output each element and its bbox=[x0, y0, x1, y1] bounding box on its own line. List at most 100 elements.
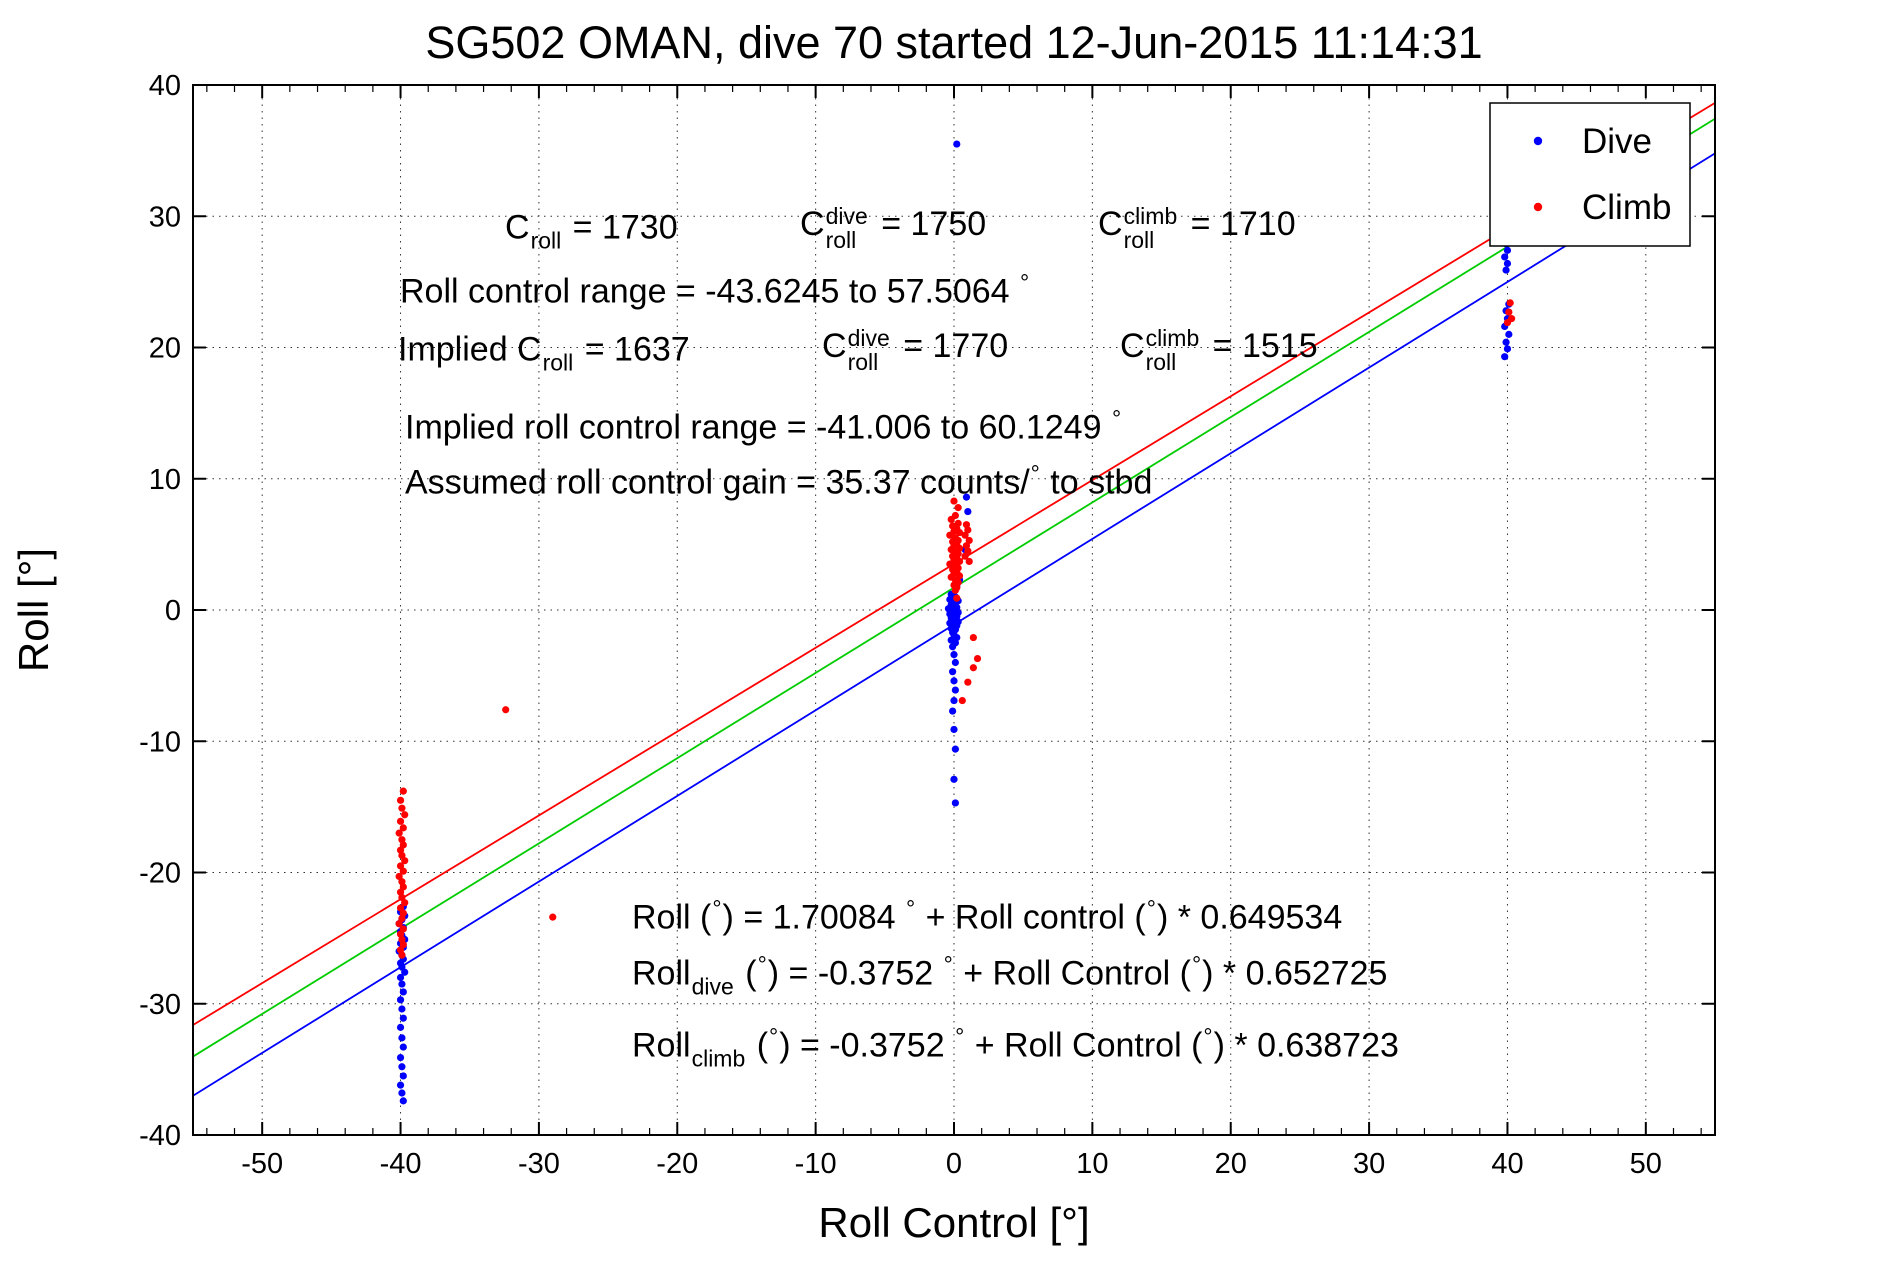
data-point bbox=[1501, 253, 1509, 261]
data-point bbox=[398, 1063, 406, 1071]
data-point bbox=[958, 696, 966, 705]
y-tick-label: -30 bbox=[139, 989, 181, 1021]
data-point bbox=[396, 996, 405, 1004]
climb-points bbox=[395, 299, 1516, 959]
x-tick-labels: -50 -40 -30 -20 -10 0 10 20 30 40 50 bbox=[241, 1148, 1662, 1180]
x-tick-label: -20 bbox=[656, 1148, 698, 1180]
dive-marker-icon bbox=[1533, 136, 1543, 146]
data-point bbox=[951, 511, 959, 520]
data-point bbox=[950, 696, 958, 705]
y-tick-label: 40 bbox=[149, 70, 181, 102]
chart-title: SG502 OMAN, dive 70 started 12-Jun-2015 … bbox=[425, 17, 1482, 68]
data-point bbox=[399, 1072, 407, 1080]
x-tick-label: 0 bbox=[946, 1148, 962, 1180]
legend-label-climb: Climb bbox=[1582, 188, 1671, 227]
data-point bbox=[949, 668, 957, 676]
data-point bbox=[398, 980, 406, 988]
data-point bbox=[955, 528, 964, 537]
data-point bbox=[549, 913, 557, 921]
data-point bbox=[399, 1014, 407, 1022]
data-point bbox=[949, 643, 957, 651]
data-point bbox=[961, 531, 969, 539]
data-point bbox=[953, 140, 961, 148]
data-point bbox=[398, 951, 406, 959]
data-point bbox=[399, 1043, 407, 1051]
data-point bbox=[398, 804, 406, 812]
data-point bbox=[401, 857, 409, 865]
data-point bbox=[1503, 246, 1512, 254]
data-point bbox=[395, 920, 403, 928]
minor-ticks bbox=[206, 85, 1702, 1135]
data-point bbox=[950, 677, 958, 685]
data-point bbox=[950, 651, 958, 659]
legend: Dive Climb bbox=[1489, 102, 1691, 247]
data-point bbox=[398, 1005, 406, 1013]
data-point bbox=[398, 1034, 406, 1042]
data-point bbox=[1501, 353, 1509, 361]
legend-label-dive: Dive bbox=[1582, 122, 1652, 161]
data-point bbox=[964, 507, 972, 516]
y-tick-label: 10 bbox=[149, 464, 181, 496]
x-tick-label: 40 bbox=[1491, 1148, 1523, 1180]
data-point bbox=[1502, 266, 1510, 274]
x-axis-label: Roll Control [°] bbox=[818, 1199, 1089, 1246]
data-point bbox=[401, 811, 409, 819]
data-point bbox=[962, 493, 971, 501]
data-point bbox=[951, 586, 959, 594]
data-point bbox=[1505, 330, 1513, 338]
data-point bbox=[396, 796, 405, 804]
data-point bbox=[396, 1053, 405, 1062]
data-point bbox=[964, 678, 972, 686]
y-axis-label: Roll [°] bbox=[10, 548, 57, 672]
data-point bbox=[946, 531, 954, 539]
climb-marker-icon bbox=[1533, 202, 1543, 212]
x-tick-label: 10 bbox=[1076, 1148, 1108, 1180]
y-tick-labels: -40 -30 -20 -10 0 10 20 30 40 bbox=[139, 70, 181, 1152]
x-tick-label: 30 bbox=[1353, 1148, 1385, 1180]
data-point bbox=[954, 504, 962, 512]
data-point bbox=[951, 686, 959, 694]
y-tick-label: -40 bbox=[139, 1120, 181, 1152]
data-point bbox=[395, 829, 403, 837]
data-point bbox=[399, 787, 407, 795]
dive-points bbox=[395, 140, 1513, 1105]
data-point bbox=[396, 1081, 405, 1089]
y-tick-label: 20 bbox=[149, 333, 181, 365]
data-point bbox=[953, 594, 961, 602]
data-point bbox=[396, 973, 405, 982]
axis-ticks bbox=[193, 84, 1715, 1136]
data-point bbox=[396, 1023, 405, 1031]
data-point bbox=[969, 664, 977, 672]
y-tick-label: -20 bbox=[139, 858, 181, 890]
y-tick-label: 30 bbox=[149, 201, 181, 233]
y-tick-label: 0 bbox=[165, 595, 181, 627]
data-point bbox=[973, 654, 982, 663]
data-point bbox=[1506, 299, 1514, 307]
data-point bbox=[951, 799, 959, 807]
data-point bbox=[1503, 318, 1512, 327]
data-point bbox=[969, 633, 977, 642]
data-point bbox=[949, 707, 957, 715]
data-point bbox=[1502, 338, 1510, 346]
data-point bbox=[401, 968, 409, 976]
x-tick-label: -40 bbox=[380, 1148, 422, 1180]
data-point bbox=[399, 1097, 407, 1105]
x-tick-label: -50 bbox=[241, 1148, 283, 1180]
x-tick-label: 50 bbox=[1630, 1148, 1662, 1180]
data-point bbox=[950, 497, 958, 505]
x-tick-label: -30 bbox=[518, 1148, 560, 1180]
data-point bbox=[401, 899, 409, 907]
data-point bbox=[961, 552, 969, 560]
data-point bbox=[399, 988, 407, 996]
legend-box bbox=[1489, 102, 1691, 247]
data-point bbox=[951, 658, 959, 667]
data-point bbox=[1503, 345, 1512, 353]
x-tick-label: 20 bbox=[1215, 1148, 1247, 1180]
data-point bbox=[1505, 308, 1513, 316]
data-point bbox=[950, 775, 958, 783]
data-point bbox=[399, 867, 407, 875]
x-tick-label: -10 bbox=[795, 1148, 837, 1180]
data-point bbox=[965, 557, 973, 566]
